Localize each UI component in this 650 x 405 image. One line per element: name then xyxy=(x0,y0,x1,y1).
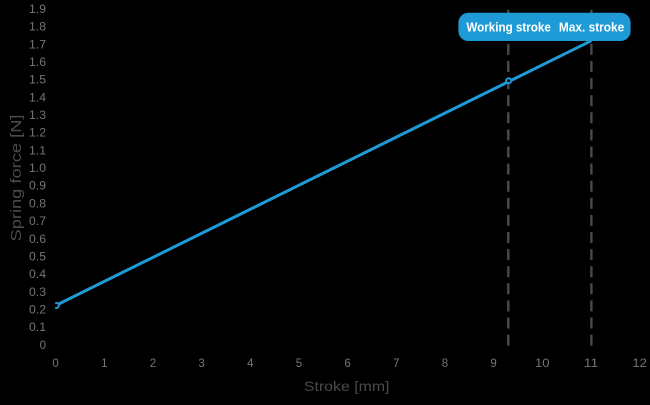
svg-text:0.1: 0.1 xyxy=(29,322,46,334)
svg-text:0.4: 0.4 xyxy=(29,269,47,281)
svg-text:Working stroke: Working stroke xyxy=(466,20,551,35)
svg-text:1.4: 1.4 xyxy=(29,92,47,104)
svg-text:Max. stroke: Max. stroke xyxy=(559,20,624,35)
svg-text:0: 0 xyxy=(52,358,58,370)
svg-text:9: 9 xyxy=(490,358,496,370)
svg-text:5: 5 xyxy=(296,358,302,370)
svg-text:Stroke [mm]: Stroke [mm] xyxy=(304,378,390,394)
svg-text:1.8: 1.8 xyxy=(29,22,46,34)
svg-text:6: 6 xyxy=(344,358,350,370)
svg-text:2: 2 xyxy=(150,358,156,370)
svg-text:0.6: 0.6 xyxy=(29,234,46,246)
svg-text:1.1: 1.1 xyxy=(29,145,46,157)
svg-text:12: 12 xyxy=(632,358,647,370)
svg-text:0: 0 xyxy=(40,340,46,352)
svg-text:4: 4 xyxy=(247,358,254,370)
svg-text:1.3: 1.3 xyxy=(29,110,46,122)
svg-text:3: 3 xyxy=(198,358,204,370)
svg-text:1.6: 1.6 xyxy=(29,57,46,69)
svg-text:1.9: 1.9 xyxy=(29,4,46,16)
svg-text:0.5: 0.5 xyxy=(29,251,46,263)
svg-text:11: 11 xyxy=(584,358,599,370)
svg-text:0.2: 0.2 xyxy=(29,305,46,317)
svg-text:10: 10 xyxy=(535,358,550,370)
svg-text:7: 7 xyxy=(393,358,399,370)
svg-text:0.7: 0.7 xyxy=(29,216,46,228)
svg-text:0.9: 0.9 xyxy=(29,181,46,193)
svg-text:0.8: 0.8 xyxy=(29,198,46,210)
svg-text:1: 1 xyxy=(101,358,107,370)
svg-text:1.2: 1.2 xyxy=(29,128,46,140)
svg-text:1.0: 1.0 xyxy=(29,163,46,175)
svg-text:0.3: 0.3 xyxy=(29,287,46,299)
svg-text:8: 8 xyxy=(442,358,448,370)
svg-text:Spring force [N]: Spring force [N] xyxy=(8,115,25,242)
svg-text:1.5: 1.5 xyxy=(29,75,46,87)
svg-text:1.7: 1.7 xyxy=(29,39,46,51)
